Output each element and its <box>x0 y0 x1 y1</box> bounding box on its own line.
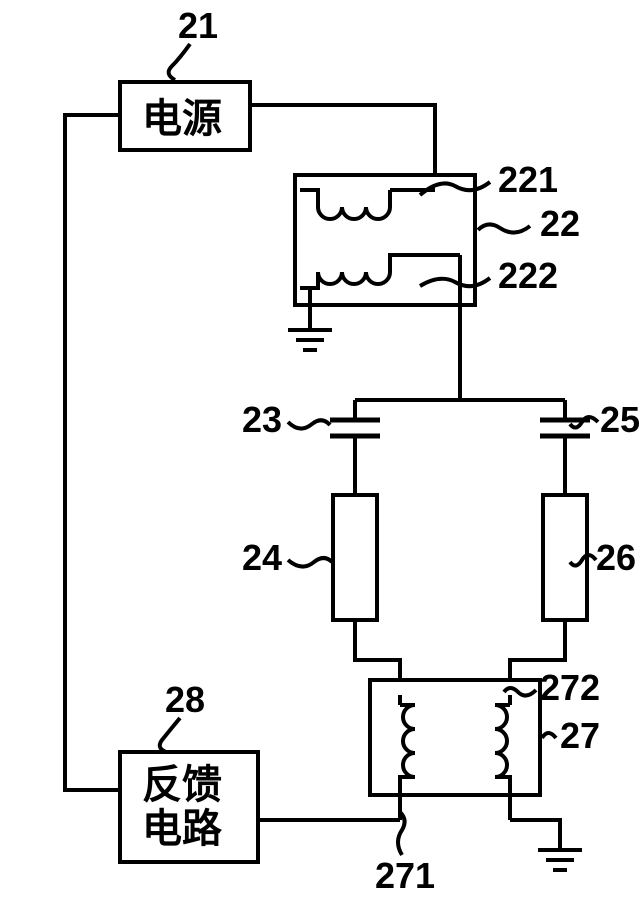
ref-23: 23 <box>242 399 330 440</box>
wire-power-to-feedback <box>65 115 120 790</box>
load-left <box>333 495 377 620</box>
load-right <box>543 495 587 620</box>
ref-23-text: 23 <box>242 399 282 440</box>
ref-22: 22 <box>478 203 580 244</box>
capacitor-left <box>330 420 380 436</box>
ref-21: 21 <box>169 5 218 80</box>
transformer-bottom-block <box>370 680 540 820</box>
ref-221-text: 221 <box>498 159 558 200</box>
ref-222-text: 222 <box>498 255 558 296</box>
circuit-diagram: 电源 21 22 221 222 <box>0 0 644 902</box>
power-block: 电源 <box>120 82 250 150</box>
ref-22-text: 22 <box>540 203 580 244</box>
ref-26-text: 26 <box>596 537 636 578</box>
ref-24-text: 24 <box>242 537 282 578</box>
ref-21-text: 21 <box>178 5 218 46</box>
ref-272-text: 272 <box>540 667 600 708</box>
ref-27-text: 27 <box>560 715 600 756</box>
ref-28: 28 <box>160 679 205 752</box>
transformer-top-block <box>295 175 475 305</box>
power-label: 电源 <box>142 96 222 141</box>
ref-271: 271 <box>375 812 435 896</box>
ref-25-text: 25 <box>600 399 640 440</box>
ref-28-text: 28 <box>165 679 205 720</box>
feedback-label-line2: 电路 <box>142 806 223 851</box>
wire-xfmr2-right-to-gnd <box>510 820 560 850</box>
ref-24: 24 <box>242 537 332 578</box>
feedback-block: 反馈 电路 <box>120 752 258 862</box>
ref-271-text: 271 <box>375 855 435 896</box>
feedback-label-line1: 反馈 <box>142 762 222 807</box>
ref-27: 27 <box>542 715 600 756</box>
ground-top <box>288 330 332 350</box>
ground-bottom <box>538 850 582 870</box>
